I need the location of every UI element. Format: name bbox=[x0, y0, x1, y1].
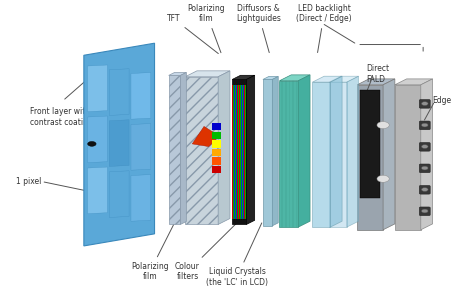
Polygon shape bbox=[232, 79, 246, 224]
Polygon shape bbox=[109, 69, 129, 115]
Polygon shape bbox=[131, 124, 151, 170]
Polygon shape bbox=[109, 171, 129, 218]
Polygon shape bbox=[88, 116, 108, 163]
Polygon shape bbox=[395, 79, 433, 85]
Polygon shape bbox=[233, 85, 234, 219]
Text: Polarizing
film: Polarizing film bbox=[131, 223, 174, 281]
Circle shape bbox=[421, 145, 428, 148]
Polygon shape bbox=[312, 82, 330, 227]
Polygon shape bbox=[383, 79, 395, 230]
Polygon shape bbox=[357, 85, 383, 230]
FancyBboxPatch shape bbox=[419, 207, 430, 215]
FancyBboxPatch shape bbox=[419, 186, 430, 194]
Polygon shape bbox=[329, 76, 358, 82]
Polygon shape bbox=[84, 43, 155, 246]
Polygon shape bbox=[88, 167, 108, 214]
Polygon shape bbox=[360, 90, 380, 197]
Polygon shape bbox=[236, 85, 237, 219]
Polygon shape bbox=[241, 85, 242, 219]
Polygon shape bbox=[246, 75, 255, 224]
Polygon shape bbox=[109, 120, 129, 166]
Polygon shape bbox=[181, 72, 186, 224]
Circle shape bbox=[88, 142, 96, 146]
Polygon shape bbox=[312, 76, 342, 82]
Polygon shape bbox=[212, 140, 221, 148]
FancyBboxPatch shape bbox=[419, 143, 430, 151]
Text: Direct
FALD: Direct FALD bbox=[366, 64, 390, 84]
Polygon shape bbox=[185, 71, 230, 77]
Polygon shape bbox=[232, 75, 255, 79]
Polygon shape bbox=[279, 81, 298, 227]
Polygon shape bbox=[169, 75, 181, 224]
Polygon shape bbox=[212, 157, 221, 165]
Text: 1 pixel: 1 pixel bbox=[16, 177, 41, 186]
Polygon shape bbox=[192, 126, 216, 146]
Polygon shape bbox=[237, 85, 238, 219]
Polygon shape bbox=[347, 76, 358, 227]
Polygon shape bbox=[243, 85, 244, 219]
Text: Liquid Crystals
(the 'LC' in LCD): Liquid Crystals (the 'LC' in LCD) bbox=[206, 223, 268, 287]
Polygon shape bbox=[234, 85, 235, 219]
Polygon shape bbox=[242, 85, 243, 219]
Text: LED backlight
(Direct / Edge): LED backlight (Direct / Edge) bbox=[296, 4, 352, 52]
Polygon shape bbox=[263, 77, 278, 79]
Circle shape bbox=[421, 102, 428, 106]
Circle shape bbox=[421, 188, 428, 191]
Circle shape bbox=[421, 166, 428, 170]
Text: Polarizing
film: Polarizing film bbox=[188, 4, 225, 53]
Text: TFT: TFT bbox=[167, 14, 219, 54]
Polygon shape bbox=[212, 132, 221, 139]
Polygon shape bbox=[169, 72, 186, 75]
Text: Colour
filters: Colour filters bbox=[175, 222, 237, 281]
FancyBboxPatch shape bbox=[419, 99, 430, 108]
Polygon shape bbox=[244, 85, 245, 219]
Polygon shape bbox=[357, 79, 395, 85]
Polygon shape bbox=[212, 149, 221, 156]
Polygon shape bbox=[279, 75, 310, 81]
Polygon shape bbox=[212, 166, 221, 173]
Polygon shape bbox=[238, 85, 239, 219]
FancyBboxPatch shape bbox=[419, 121, 430, 130]
Polygon shape bbox=[218, 71, 230, 224]
Polygon shape bbox=[298, 75, 310, 227]
Circle shape bbox=[377, 122, 389, 128]
Polygon shape bbox=[185, 77, 218, 224]
Polygon shape bbox=[263, 79, 273, 226]
Polygon shape bbox=[131, 72, 151, 119]
Polygon shape bbox=[245, 85, 246, 219]
Polygon shape bbox=[239, 85, 240, 219]
Circle shape bbox=[421, 123, 428, 127]
Polygon shape bbox=[330, 76, 342, 227]
Polygon shape bbox=[232, 85, 233, 219]
Polygon shape bbox=[235, 85, 236, 219]
Polygon shape bbox=[273, 77, 278, 226]
Text: Edge: Edge bbox=[433, 96, 452, 106]
Circle shape bbox=[421, 209, 428, 213]
Polygon shape bbox=[395, 85, 421, 230]
Text: Diffusors &
Lightguides: Diffusors & Lightguides bbox=[236, 4, 281, 52]
Polygon shape bbox=[329, 82, 347, 227]
Polygon shape bbox=[421, 79, 433, 230]
Text: Front layer with
contrast coating: Front layer with contrast coating bbox=[30, 107, 92, 127]
FancyBboxPatch shape bbox=[419, 164, 430, 173]
Polygon shape bbox=[88, 65, 108, 112]
Circle shape bbox=[377, 175, 389, 182]
Polygon shape bbox=[240, 85, 241, 219]
Polygon shape bbox=[131, 175, 151, 221]
Polygon shape bbox=[212, 123, 221, 130]
